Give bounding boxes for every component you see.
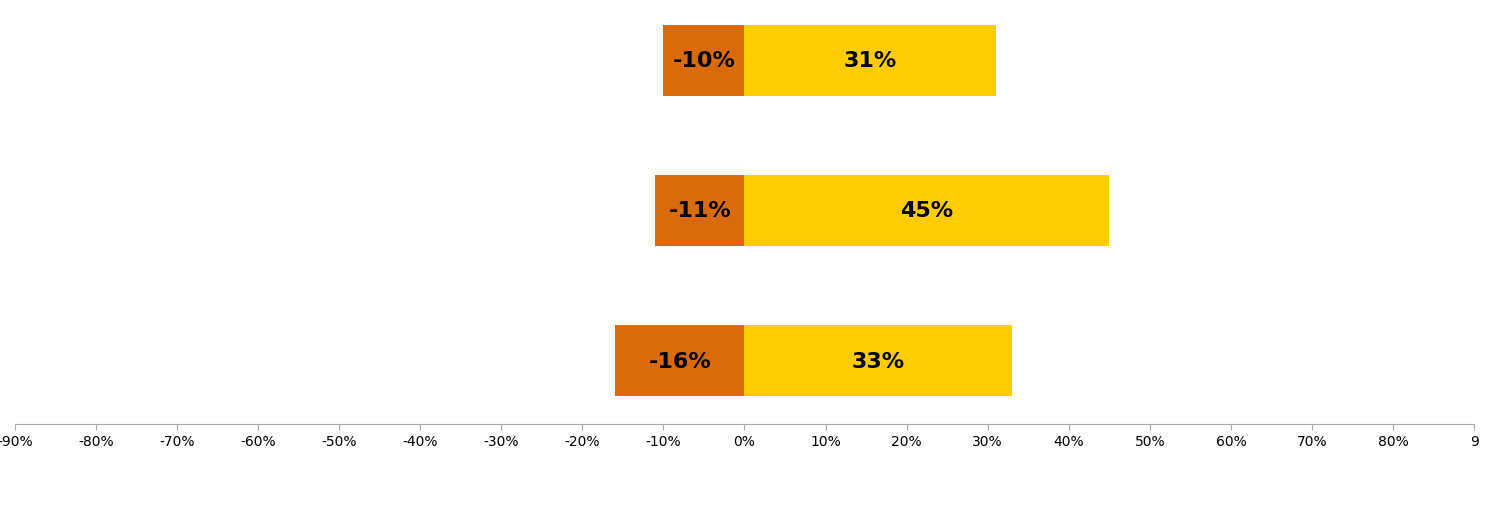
Bar	[655, 175, 744, 247]
Text: -16%: -16%	[648, 351, 712, 371]
Text: -10%: -10%	[673, 52, 736, 71]
Bar	[744, 325, 1013, 396]
Text: 45%: 45%	[901, 201, 953, 221]
Bar	[615, 325, 744, 396]
Bar	[744, 175, 1109, 247]
Text: -11%: -11%	[669, 201, 731, 221]
Bar	[744, 26, 996, 97]
Bar	[664, 26, 744, 97]
Text: 31%: 31%	[844, 52, 896, 71]
Text: 33%: 33%	[852, 351, 905, 371]
